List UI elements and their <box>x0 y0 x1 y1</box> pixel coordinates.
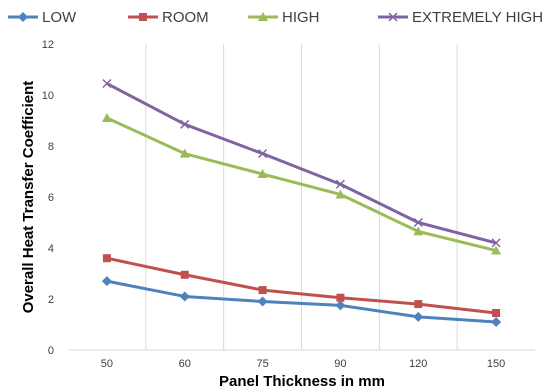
x-tick-label: 90 <box>334 358 346 370</box>
x-axis-title: Panel Thickness in mm <box>219 373 385 390</box>
series-low <box>101 276 502 327</box>
y-tick-label: 12 <box>42 39 54 51</box>
series-line-low <box>106 279 497 324</box>
data-point-high <box>491 245 502 255</box>
legend-item-room: ROOM <box>128 9 209 26</box>
x-tick-label: 150 <box>487 358 505 370</box>
x-axis-ticks: 50 60 75 90 120 150 <box>101 358 505 370</box>
y-tick-label: 2 <box>48 294 54 306</box>
data-point-low <box>491 316 502 327</box>
y-axis-ticks: 0 2 4 6 8 10 12 <box>42 39 54 357</box>
data-point-room <box>492 309 501 318</box>
legend-marker <box>18 12 28 22</box>
data-point-extremely-high <box>413 217 423 228</box>
x-tick-label: 75 <box>256 358 268 370</box>
data-point-room <box>336 293 345 302</box>
data-point-low <box>335 300 346 311</box>
data-point-extremely-high <box>180 119 190 129</box>
data-point-high <box>335 189 346 199</box>
x-tick-label: 60 <box>179 358 191 370</box>
legend: LOW ROOM HIGH EXTREMELY HIGH <box>8 9 543 26</box>
data-point-high <box>413 226 424 236</box>
data-point-room <box>180 270 189 279</box>
y-axis-title: Overall Heat Transfer Coefficient <box>20 81 37 314</box>
legend-marker <box>139 13 147 21</box>
legend-item-low: LOW <box>8 9 77 26</box>
y-tick-label: 4 <box>48 243 54 255</box>
data-point-high <box>101 112 112 122</box>
data-point-high <box>257 169 268 179</box>
series-layer <box>101 78 502 327</box>
legend-item-high: HIGH <box>248 9 320 26</box>
data-point-low <box>101 276 112 287</box>
data-point-extremely-high <box>335 179 345 189</box>
series-extremely-high <box>102 78 501 248</box>
data-point-low <box>413 311 424 322</box>
legend-item-extremely-high: EXTREMELY HIGH <box>378 9 543 26</box>
legend-label: LOW <box>42 9 77 26</box>
legend-label: HIGH <box>282 9 320 26</box>
legend-label: ROOM <box>162 9 209 26</box>
series-high <box>101 112 502 255</box>
legend-label: EXTREMELY HIGH <box>412 9 543 26</box>
series-room <box>102 254 501 318</box>
y-tick-label: 0 <box>48 345 54 357</box>
data-point-extremely-high <box>491 238 501 248</box>
y-tick-label: 6 <box>48 192 54 204</box>
series-line-extremely-high <box>106 82 497 245</box>
data-point-room <box>258 286 267 295</box>
series-line-room <box>106 256 497 315</box>
data-point-high <box>179 148 190 158</box>
data-point-low <box>257 296 268 307</box>
data-point-room <box>102 254 111 263</box>
legend-marker <box>258 12 268 21</box>
x-tick-label: 50 <box>101 358 113 370</box>
data-point-room <box>414 300 423 309</box>
y-tick-label: 8 <box>48 141 54 153</box>
data-point-extremely-high <box>102 78 112 89</box>
y-tick-label: 10 <box>42 90 54 102</box>
x-tick-label: 120 <box>409 358 427 370</box>
series-line-high <box>106 116 497 253</box>
legend-marker <box>388 12 398 22</box>
data-point-extremely-high <box>258 149 268 159</box>
data-point-low <box>179 291 190 302</box>
